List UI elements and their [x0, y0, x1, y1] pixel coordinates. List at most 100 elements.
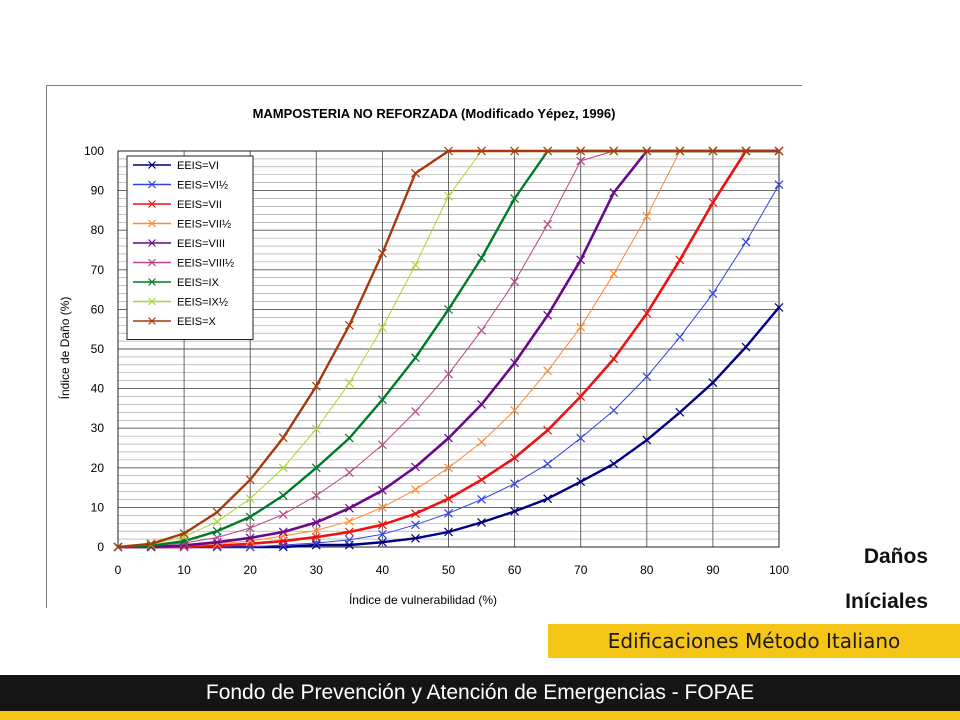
data-point: [543, 425, 553, 435]
data-point: [609, 354, 619, 364]
legend-label: EEIS=VIII: [177, 238, 225, 250]
data-point: [377, 485, 387, 495]
legend-marker: [148, 278, 156, 286]
data-point: [444, 433, 453, 443]
data-point: [642, 372, 652, 382]
series-layer: [113, 146, 784, 552]
data-point: [477, 437, 486, 447]
data-point: [576, 322, 586, 332]
legend-item: EEIS=VI: [133, 160, 219, 172]
data-point: [212, 507, 222, 517]
y-tick-label: 30: [91, 421, 105, 435]
data-point: [543, 146, 553, 156]
data-point: [576, 477, 586, 487]
data-point: [741, 146, 751, 156]
axes: 0 10 20 30 40 50 60 70 80 90 100 0 10 20 30 40 50 60 70 80 9…: [84, 144, 789, 577]
data-point: [444, 494, 453, 504]
data-point: [245, 523, 255, 533]
data-point: [278, 463, 288, 473]
data-point: [377, 395, 387, 405]
legend-marker: [148, 239, 156, 247]
data-point: [444, 146, 453, 156]
legend-label: EEIS=VI: [177, 160, 219, 172]
legend-label: EEIS=VIII½: [177, 258, 234, 270]
data-point: [642, 211, 652, 221]
data-point: [344, 320, 354, 330]
data-point: [543, 459, 553, 469]
data-point: [576, 433, 586, 443]
data-point: [411, 260, 420, 270]
data-point: [278, 527, 288, 537]
data-point: [411, 353, 420, 363]
chart-title: MAMPOSTERIA NO REFORZADA (Modificado Yép…: [253, 106, 616, 121]
data-point: [774, 302, 784, 312]
data-point: [444, 304, 453, 314]
data-point: [576, 156, 586, 166]
legend-marker: [148, 161, 156, 169]
legend-label: EEIS=X: [177, 316, 216, 328]
data-point: [344, 516, 354, 526]
x-axis-label: Índice de vulnerabilidad (%): [349, 592, 497, 607]
side-title-line-1: Daños: [863, 545, 928, 568]
data-point: [311, 532, 321, 542]
y-tick-label: 60: [91, 302, 105, 316]
data-point: [377, 323, 387, 333]
data-point: [510, 358, 520, 368]
x-tick-label: 80: [640, 563, 654, 577]
data-point: [212, 526, 222, 536]
data-point: [576, 255, 586, 265]
data-point: [510, 453, 520, 463]
data-point: [708, 146, 718, 156]
data-point: [543, 219, 553, 229]
legend-marker: [148, 317, 156, 325]
data-point: [576, 392, 586, 401]
legend-item: EEIS=X: [133, 316, 216, 328]
data-point: [510, 194, 520, 203]
data-point: [609, 188, 619, 198]
data-point: [245, 533, 255, 543]
data-point: [411, 462, 420, 472]
data-point: [344, 468, 354, 477]
legend-marker: [148, 219, 156, 228]
legend-item: EEIS=VII½: [133, 219, 231, 231]
x-tick-label: 60: [508, 563, 522, 577]
data-point: [609, 146, 619, 156]
data-point: [245, 494, 255, 504]
data-point: [444, 463, 453, 473]
data-point: [642, 146, 652, 156]
y-tick-label: 100: [84, 144, 104, 158]
data-point: [311, 525, 321, 535]
data-point: [344, 503, 354, 513]
data-point: [113, 542, 123, 552]
data-point: [543, 494, 553, 504]
y-tick-label: 90: [91, 184, 105, 198]
data-point: [377, 502, 387, 512]
data-point: [311, 463, 321, 473]
x-tick-label: 50: [442, 563, 456, 577]
data-point: [411, 485, 420, 495]
data-point: [377, 520, 387, 530]
data-point: [543, 310, 553, 320]
data-point: [477, 253, 486, 263]
data-point: [510, 479, 520, 489]
data-point: [146, 539, 156, 549]
legend-item: EEIS=VI½: [133, 180, 228, 192]
data-point: [245, 512, 255, 522]
data-point: [510, 405, 520, 415]
data-point: [609, 459, 619, 469]
data-point: [708, 289, 718, 298]
data-point: [245, 475, 255, 485]
data-point: [377, 529, 387, 539]
data-point: [311, 424, 321, 434]
x-tick-label: 90: [706, 563, 720, 577]
data-point: [179, 529, 189, 538]
data-point: [675, 146, 685, 156]
data-point: [344, 527, 354, 537]
data-point: [642, 308, 652, 318]
data-point: [477, 475, 486, 485]
x-tick-label: 0: [115, 563, 122, 577]
data-point: [344, 378, 354, 388]
data-point: [278, 433, 288, 443]
data-point: [576, 146, 586, 156]
series-9: [113, 146, 784, 552]
